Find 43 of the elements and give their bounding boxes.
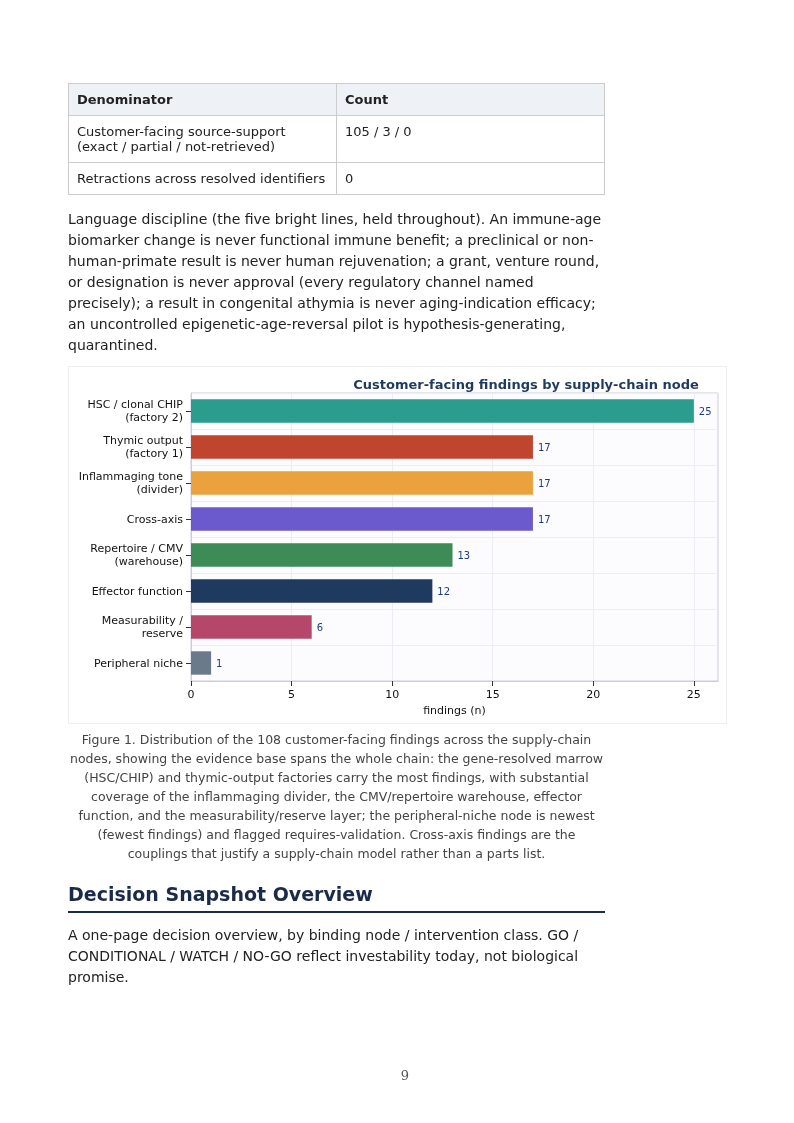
y-tick-label: Thymic output (factory 1)	[102, 434, 184, 460]
y-tick-label: Cross-axis	[126, 512, 184, 526]
x-tick-label: 15	[485, 688, 500, 701]
bar	[191, 651, 212, 675]
caption: Figure 1. Distribution of the 108 customer-facing findings across the supply-chain nodes, showing the evidence base spans the whole chain: the gene-resolved marrow (HSC/CHIP) and thymic-output factories carry the most findings, with substantial coverage of the inflammaging divider, the CMV/repertoire warehouse, effector function, and the measurability/reserve layer; the peripheral-niche node is newest (fewest findings) and flagged requires-validation. Cross-axis findings are the couplings that justify a supply-chain model rather than a parts list.	[68, 731, 604, 863]
x-tick-label: 10	[385, 688, 400, 701]
x-tick-label: 25	[686, 688, 701, 701]
text: Decision Snapshot Overview	[68, 883, 605, 913]
data-label: 12	[437, 585, 451, 597]
y-tick-label: Inflammaging tone (divider)	[78, 470, 184, 496]
x-tick-label: 20	[586, 688, 601, 701]
text: Retractions across resolved identifiers	[68, 162, 337, 195]
y-tick-label: Measurability / reserve	[101, 614, 184, 640]
y-tick-label: Repertoire / CMV (warehouse)	[90, 542, 184, 568]
text: Customer-facing source-support (exact / partial / not-retrieved)	[68, 115, 337, 163]
data-label: 17	[537, 441, 551, 453]
chart-title: Customer-facing findings by supply-chain node	[353, 377, 699, 392]
bar	[191, 543, 453, 567]
bar	[191, 579, 433, 603]
bar	[191, 615, 312, 639]
x-tick-label: 0	[187, 688, 195, 701]
text: 9	[399, 1068, 411, 1083]
data-label: 25	[698, 405, 712, 417]
data-label: 13	[457, 549, 471, 561]
x-tick-label: 5	[288, 688, 296, 701]
text: Language discipline (the five bright lines, held throughout). An immune-age biomarker change is never functional immune benefit; a preclinical or non-human-primate result is never human rejuvenation; a grant, venture round, or designation is never approval (every regulatory channel named precisely); a result in congenital athymia is never aging-indication efficacy; an uncontrolled epigenetic-age-reversal pilot is hypothesis-generating, quarantined.	[68, 210, 603, 355]
text: 0	[336, 162, 605, 195]
y-tick-label: HSC / clonal CHIP (factory 2)	[87, 398, 184, 424]
bar	[191, 399, 694, 423]
data-label: 17	[537, 477, 551, 489]
text: 105 / 3 / 0	[336, 115, 605, 163]
bar	[191, 435, 533, 459]
y-tick-label: Peripheral niche	[94, 656, 184, 670]
text: A one-page decision overview, by binding node / intervention class. GO / CONDITIONAL / WATCH / NO-GO reflect investability today, not biological promise.	[68, 926, 580, 987]
y-tick-label: Effector function	[91, 584, 184, 598]
data-label: 6	[316, 621, 324, 633]
text: Count	[336, 83, 605, 116]
bar	[191, 471, 533, 495]
data-label: 17	[537, 513, 551, 525]
bar	[191, 507, 533, 531]
x-axis-title: findings (n)	[423, 703, 486, 717]
text: Denominator	[68, 83, 337, 116]
data-label: 1	[216, 657, 223, 669]
